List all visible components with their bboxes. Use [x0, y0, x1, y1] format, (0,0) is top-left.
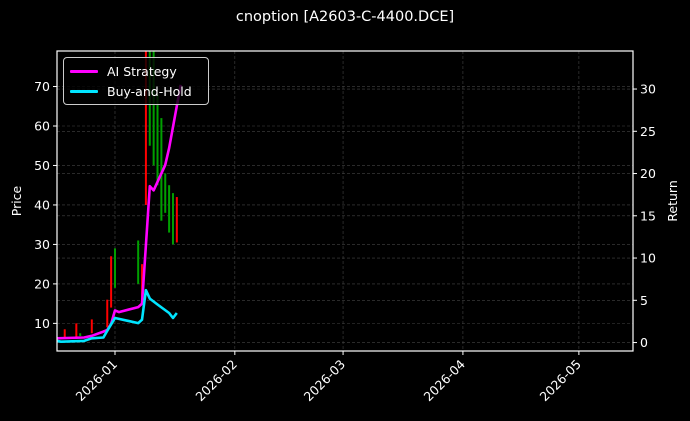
- price-candle: [110, 256, 113, 308]
- price-candle: [144, 51, 147, 205]
- price-axis: 10 20 30 40 50 60 70: [34, 79, 57, 331]
- price-candle: [90, 319, 93, 334]
- ai-strategy-swatch-icon: [70, 69, 98, 73]
- return-tick-label: 5: [640, 293, 648, 308]
- date-tick-label: 2026-02: [192, 357, 240, 405]
- price-candle: [156, 94, 159, 186]
- legend-item-buy-and-hold: Buy-and-Hold: [70, 82, 192, 100]
- price-tick-label: 70: [34, 79, 50, 94]
- buy-and-hold-line: [57, 288, 178, 344]
- buy-and-hold-swatch-icon: [70, 89, 98, 93]
- price-axis-label: Price: [9, 185, 24, 216]
- return-lines: [57, 84, 182, 344]
- price-tick-label: 30: [34, 237, 50, 252]
- date-tick-label: 2026-01: [73, 357, 121, 405]
- return-axis-label: Return: [665, 180, 680, 221]
- chart-title: cnoption [A2603-C-4400.DCE]: [235, 9, 455, 25]
- price-tick-label: 60: [34, 119, 50, 134]
- price-candle: [106, 299, 109, 328]
- date-tick-label: 2026-05: [536, 357, 584, 405]
- price-candle: [160, 118, 163, 221]
- price-candle: [152, 51, 155, 166]
- price-tick-label: 50: [34, 158, 50, 173]
- date-tick-label: 2026-03: [301, 357, 349, 405]
- return-tick-label: 25: [640, 124, 656, 139]
- date-tick-label: 2026-04: [420, 356, 468, 404]
- plot-frame: [56, 50, 634, 352]
- return-tick-label: 10: [640, 251, 656, 266]
- price-candle: [171, 193, 174, 245]
- return-tick-label: 30: [640, 82, 656, 97]
- price-candle: [164, 173, 167, 213]
- price-candle: [137, 240, 140, 284]
- price-candle: [175, 197, 178, 243]
- return-tick-label: 20: [640, 166, 656, 181]
- return-tick-label: 0: [640, 335, 648, 350]
- return-axis: 0 5 10 15 20 25 30: [633, 82, 656, 350]
- legend-label: Buy-and-Hold: [107, 83, 192, 99]
- price-candle: [63, 329, 66, 338]
- price-candle: [113, 248, 116, 288]
- legend: AI Strategy Buy-and-Hold: [63, 57, 209, 105]
- legend-item-ai-strategy: AI Strategy: [70, 62, 177, 80]
- legend-label: AI Strategy: [107, 63, 177, 79]
- price-tick-label: 40: [34, 197, 50, 212]
- price-candle: [168, 185, 171, 233]
- date-axis: 2026-01 2026-02 2026-03 2026-04 2026-05: [73, 351, 584, 404]
- return-tick-label: 15: [640, 208, 656, 223]
- price-candle: [79, 333, 82, 336]
- price-tick-label: 20: [34, 276, 50, 291]
- price-candle: [75, 323, 78, 338]
- price-tick-label: 10: [34, 316, 50, 331]
- ai-strategy-line: [57, 84, 182, 340]
